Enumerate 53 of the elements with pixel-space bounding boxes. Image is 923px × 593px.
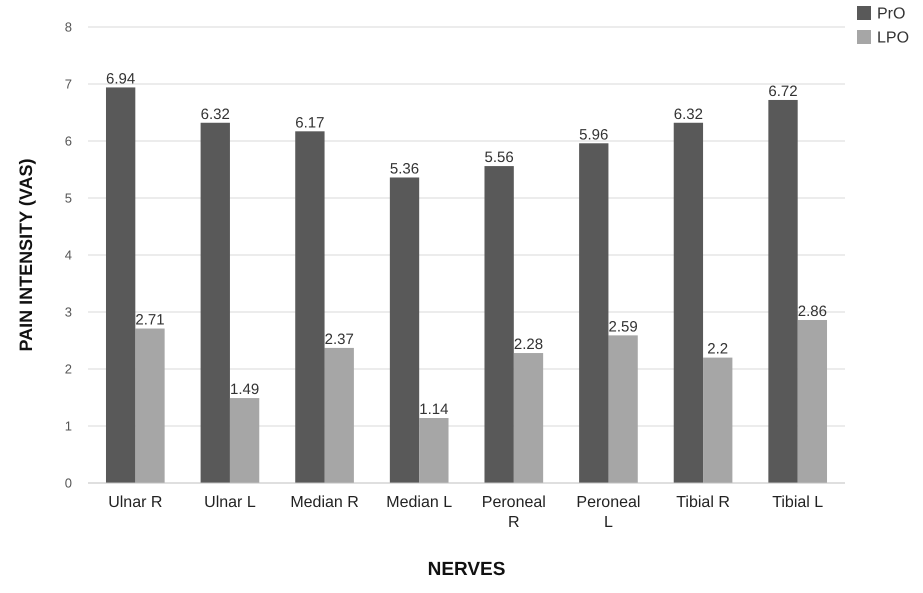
data-label: 5.56 [484, 149, 514, 166]
bar [230, 398, 260, 483]
x-tick-label: Peroneal L [576, 494, 640, 531]
data-label: 2.37 [324, 330, 354, 348]
x-tick-label: Tibial L [772, 494, 824, 511]
bar [798, 320, 828, 483]
y-tick-label: 0 [64, 476, 72, 491]
y-tick-label: 6 [64, 134, 72, 149]
data-label: 1.49 [230, 381, 260, 398]
data-label: 2.59 [608, 318, 638, 336]
data-label: 2.2 [707, 340, 728, 358]
bar [484, 166, 514, 483]
bar [200, 122, 230, 483]
legend-label: LPO [877, 30, 910, 47]
y-tick-label: 2 [64, 362, 72, 377]
data-label: 5.96 [579, 126, 608, 144]
data-label: 2.71 [135, 312, 165, 329]
data-label: 6.94 [106, 70, 136, 88]
bar [390, 177, 420, 483]
data-label: 1.14 [419, 401, 448, 418]
data-label: 2.28 [514, 336, 544, 354]
x-tick-label: Tibial R [676, 494, 730, 511]
y-tick-label: 7 [64, 76, 72, 92]
data-label: 6.32 [200, 106, 230, 123]
y-tick-label: 8 [64, 20, 72, 35]
bar [514, 353, 544, 483]
x-tick-label: Median R [290, 494, 359, 511]
bar [579, 143, 608, 483]
y-tick-label: 3 [64, 304, 72, 320]
data-label: 6.32 [674, 106, 703, 123]
data-label: 2.86 [798, 302, 827, 320]
y-tick-label: 1 [64, 418, 72, 434]
y-tick-label: 4 [64, 248, 72, 263]
bar [295, 131, 325, 483]
legend-label: PrO [877, 6, 906, 23]
bar [419, 418, 449, 483]
bar [106, 87, 136, 483]
x-tick-label: Ulnar R [108, 494, 162, 511]
data-label: 6.72 [768, 82, 798, 100]
bar [674, 122, 704, 483]
bar [768, 100, 798, 483]
x-tick-label: Peroneal R [482, 494, 546, 531]
y-axis-title: PAIN INTENSITY (VAS) [16, 158, 36, 352]
bar [135, 328, 165, 483]
bar [324, 348, 354, 483]
data-label: 5.36 [390, 160, 420, 178]
x-tick-label: Median L [386, 494, 452, 511]
x-tick-label: Ulnar L [204, 494, 256, 511]
bar [608, 335, 638, 483]
data-label: 6.17 [295, 114, 324, 132]
y-tick-label: 5 [64, 190, 72, 206]
bar [703, 358, 732, 483]
x-axis-title: NERVES [428, 559, 506, 580]
